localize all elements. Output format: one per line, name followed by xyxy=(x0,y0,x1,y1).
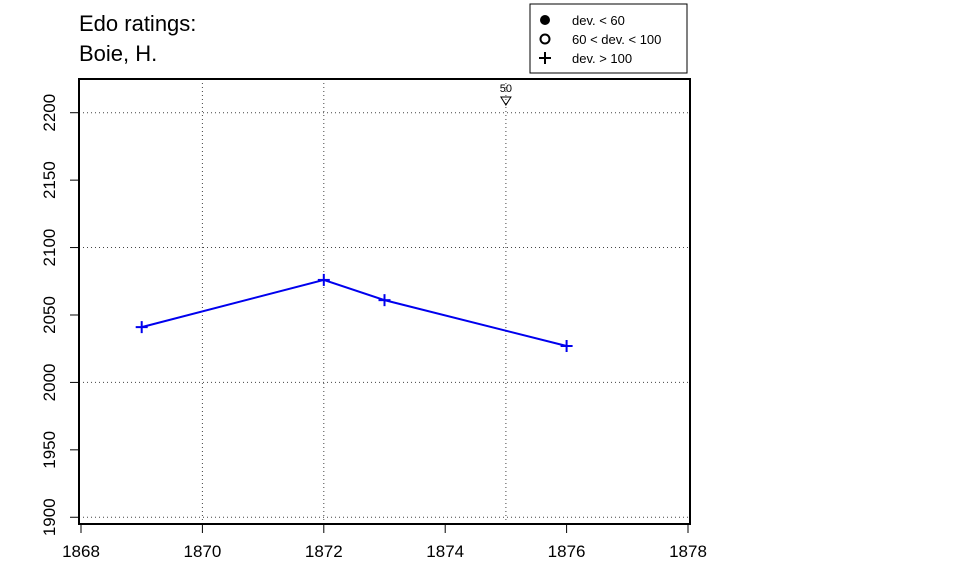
title-line-2: Boie, H. xyxy=(79,41,157,66)
data-point-plus-marker xyxy=(378,294,391,307)
y-tick-label: 2100 xyxy=(40,229,59,267)
legend-open-circle-icon xyxy=(539,33,551,45)
legend-plus-icon xyxy=(539,52,551,64)
series-layer xyxy=(135,273,573,352)
y-tick-label: 1900 xyxy=(40,498,59,536)
y-axis: 1900 1950 2000 2050 2100 2150 2200 xyxy=(40,94,79,536)
x-axis: 1868 1870 1872 1874 1876 1878 xyxy=(62,524,707,561)
y-tick-label: 2000 xyxy=(40,363,59,401)
annotation-label: 50 xyxy=(500,83,512,95)
data-point-plus-marker xyxy=(317,273,330,286)
y-tick-label: 2150 xyxy=(40,161,59,199)
plot-frame xyxy=(78,78,691,525)
legend-label-mid: 60 < dev. < 100 xyxy=(572,32,661,47)
legend-box xyxy=(529,3,688,74)
legend-label-low: dev. < 60 xyxy=(572,13,625,28)
x-tick-label: 1878 xyxy=(669,542,707,561)
title-line-1: Edo ratings: xyxy=(79,11,196,36)
legend-filled-circle-icon xyxy=(540,15,550,25)
y-tick-label: 2050 xyxy=(40,296,59,334)
legend-label-high: dev. > 100 xyxy=(572,51,632,66)
chart-title: Edo ratings: Boie, H. xyxy=(79,11,196,66)
x-tick-label: 1872 xyxy=(305,542,343,561)
x-tick-label: 1868 xyxy=(62,542,100,561)
legend: dev. < 60 60 < dev. < 100 dev. > 100 xyxy=(529,3,688,74)
series-line xyxy=(141,278,567,347)
y-tick-label: 2200 xyxy=(40,94,59,132)
x-tick-label: 1876 xyxy=(548,542,586,561)
annotation-layer: 50 xyxy=(499,83,512,106)
data-point-plus-marker xyxy=(135,321,148,334)
y-tick-label: 1950 xyxy=(40,431,59,469)
data-point-plus-marker xyxy=(560,340,573,352)
down-triangle-icon xyxy=(499,96,512,106)
x-tick-label: 1870 xyxy=(183,542,221,561)
x-tick-label: 1874 xyxy=(426,542,464,561)
